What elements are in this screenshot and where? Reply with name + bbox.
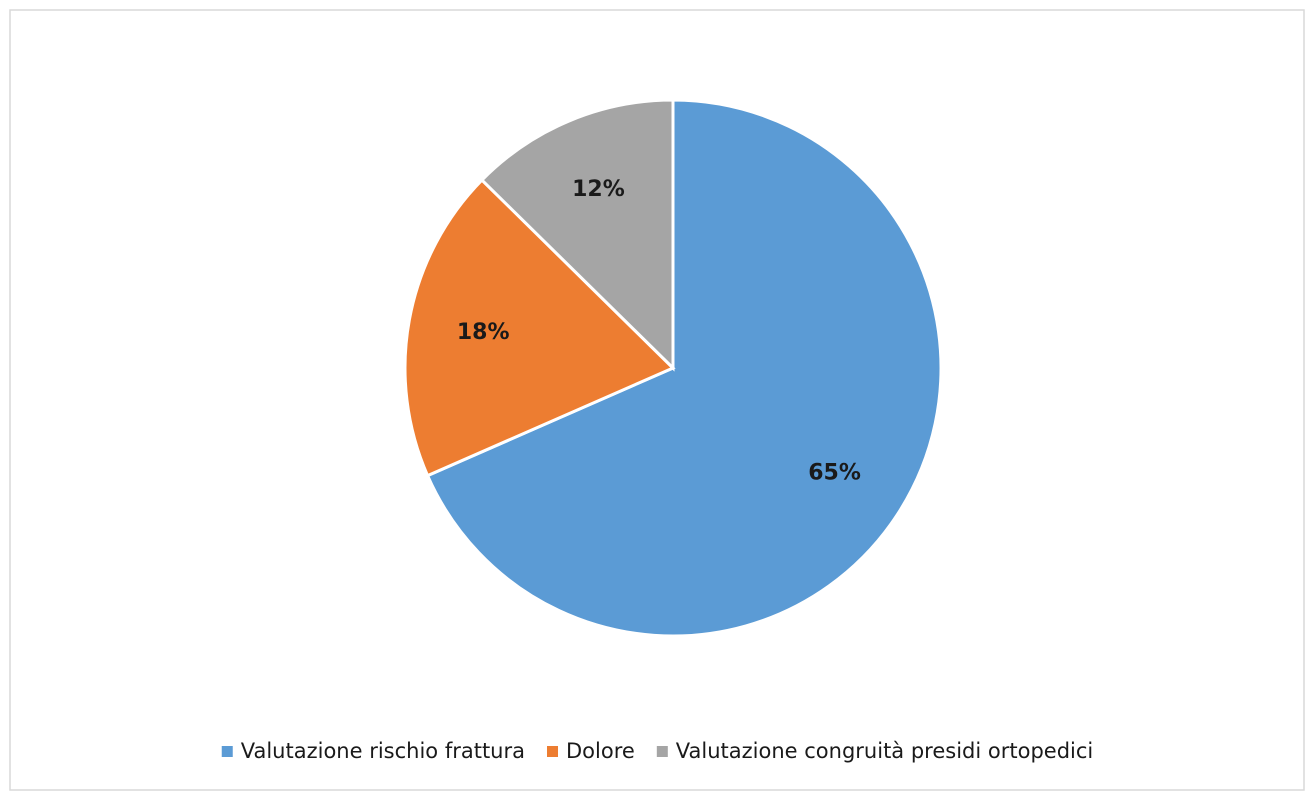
data-label: 12% — [572, 177, 625, 202]
legend-swatch — [547, 746, 559, 757]
pie-slice — [403, 177, 676, 478]
pie-slice — [479, 98, 675, 372]
legend-swatch — [221, 746, 233, 757]
legend-label: Valutazione congruità presidi ortopedici — [676, 739, 1093, 763]
pie-slice — [425, 98, 943, 638]
data-label: 65% — [808, 461, 861, 486]
legend-label: Valutazione rischio frattura — [241, 739, 525, 763]
legend-label: Dolore — [566, 739, 635, 763]
data-label: 18% — [457, 320, 510, 345]
legend-swatch — [656, 746, 668, 757]
